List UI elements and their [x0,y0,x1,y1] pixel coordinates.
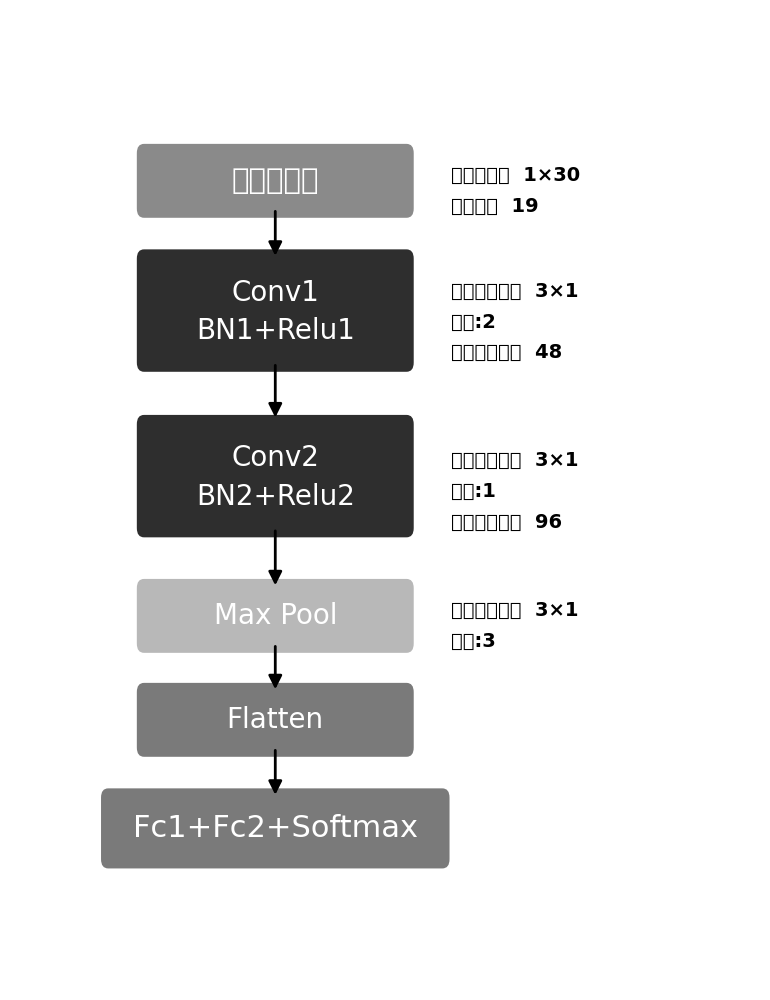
Text: Flatten: Flatten [226,706,324,734]
FancyBboxPatch shape [137,144,413,218]
Text: 卷积核个数：  48: 卷积核个数： 48 [451,343,563,362]
Text: 步数:1: 步数:1 [451,482,496,501]
FancyBboxPatch shape [137,579,413,653]
Text: 卷积核个数：  96: 卷积核个数： 96 [451,513,562,532]
FancyBboxPatch shape [137,415,413,537]
Text: 步数:2: 步数:2 [451,312,496,332]
Text: Conv1: Conv1 [231,279,320,307]
Text: Conv2: Conv2 [231,444,320,472]
Text: 通道数：  19: 通道数： 19 [451,197,539,216]
Text: 卷积核形状：  3×1: 卷积核形状： 3×1 [451,601,579,620]
FancyBboxPatch shape [137,249,413,372]
Text: BN1+Relu1: BN1+Relu1 [196,317,355,345]
FancyBboxPatch shape [101,788,450,868]
Text: 步数:3: 步数:3 [451,632,496,651]
Text: BN2+Relu2: BN2+Relu2 [196,483,355,511]
Text: 传感器数据: 传感器数据 [232,167,319,195]
Text: 卷积核形状：  3×1: 卷积核形状： 3×1 [451,282,579,301]
Text: Max Pool: Max Pool [213,602,337,630]
Text: 卷积核形状：  3×1: 卷积核形状： 3×1 [451,451,579,470]
Text: 数据格式：  1×30: 数据格式： 1×30 [451,166,581,185]
FancyBboxPatch shape [137,683,413,757]
Text: Fc1+Fc2+Softmax: Fc1+Fc2+Softmax [132,814,418,843]
